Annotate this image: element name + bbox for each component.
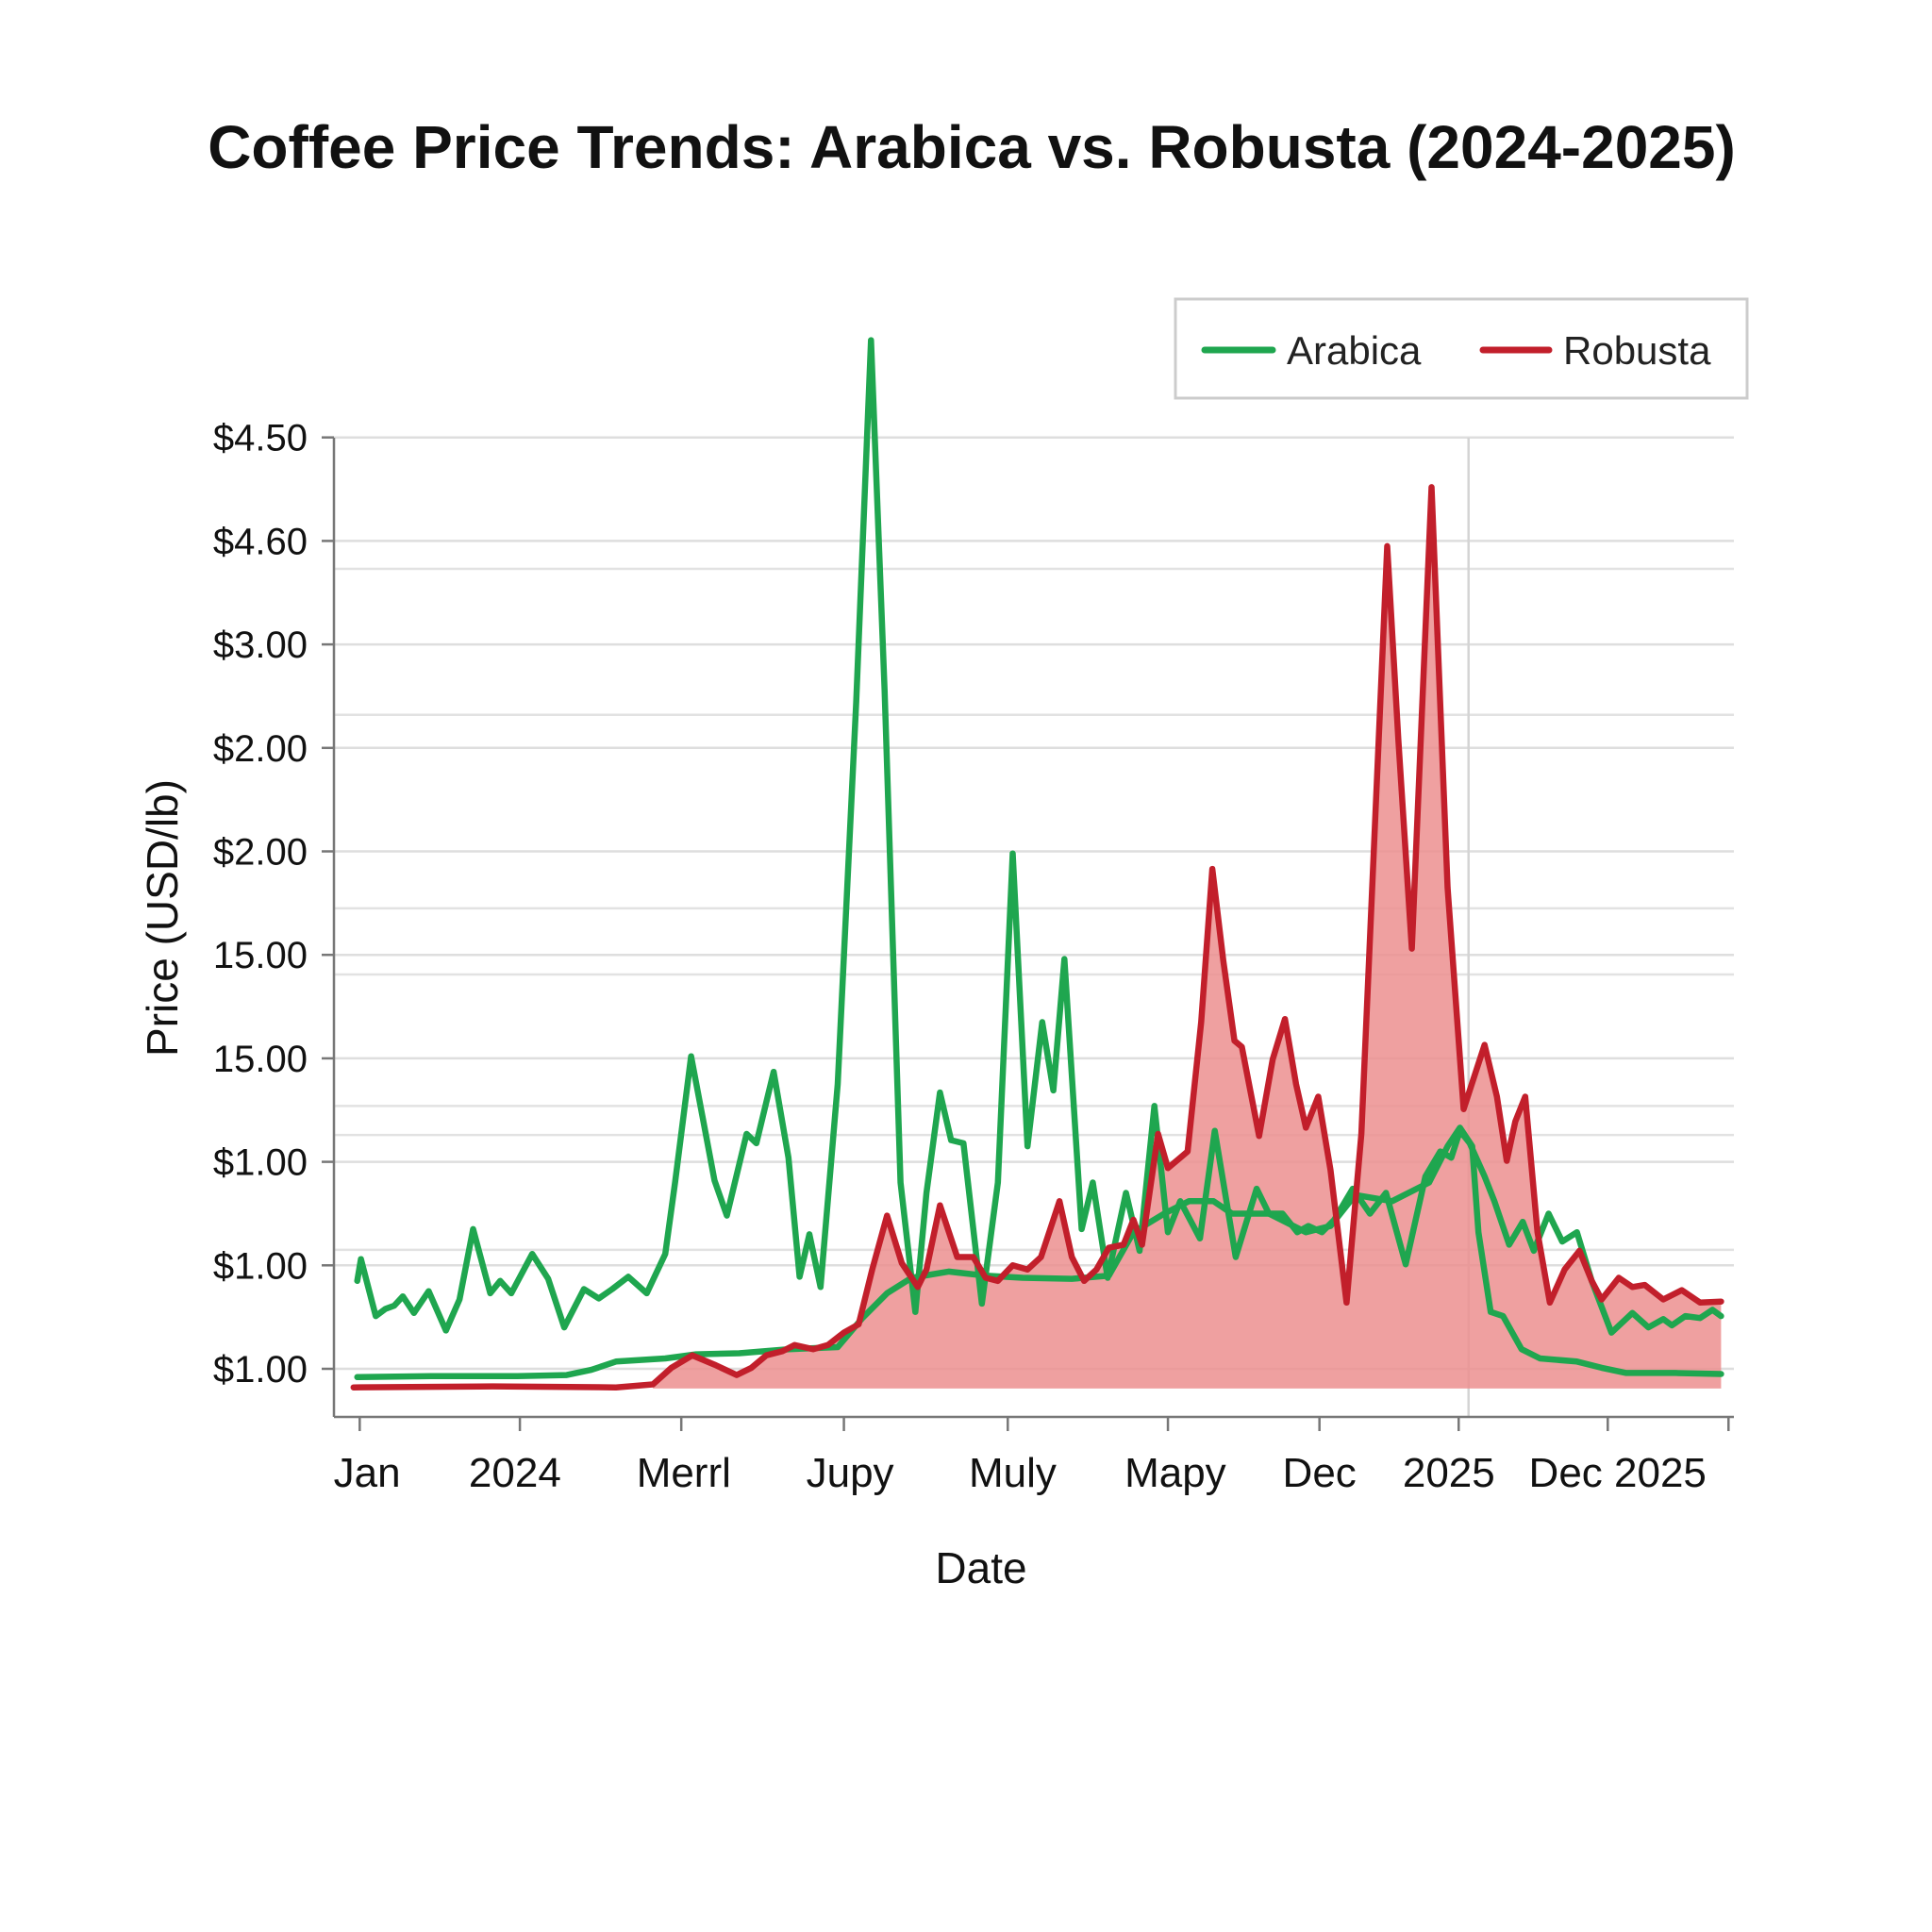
legend: Arabica Robusta	[1174, 297, 1749, 400]
y-tick-label: 15.00	[213, 935, 308, 976]
y-tick-label: $2.00	[213, 832, 308, 874]
y-tick-label: $2.00	[213, 728, 308, 770]
area-fill-robusta	[653, 487, 1722, 1389]
chart-title: Coffee Price Trends: Arabica vs. Robusta…	[208, 113, 1736, 181]
x-tick-label: Merrl	[637, 1450, 731, 1496]
y-ticks: $1.00 $1.00 $1.00 15.00 15.00 $2.00 $2.00 $3.00…	[213, 418, 334, 1391]
x-ticks: Jan 2024 Merrl Jupy Muly Mapy Dec 2025 Dec 2025	[334, 1417, 1730, 1496]
x-axis-label: Date	[935, 1543, 1026, 1592]
x-tick-label: Mapy	[1124, 1450, 1226, 1496]
y-tick-label: $4.60	[213, 521, 308, 562]
y-tick-label: $1.00	[213, 1245, 308, 1287]
axes	[332, 438, 1734, 1419]
y-axis-label: Price (USD/lb)	[138, 779, 187, 1057]
x-tick-label: Dec 2025	[1529, 1450, 1707, 1496]
series-lines	[350, 337, 1724, 1391]
x-tick-label: Jan	[334, 1450, 401, 1496]
series-line-arabica	[354, 337, 1724, 1336]
area-fills	[653, 487, 1722, 1389]
legend-label-arabica: Arabica	[1287, 328, 1422, 373]
x-tick-label: Jupy	[807, 1450, 894, 1496]
y-tick-label: 15.00	[213, 1039, 308, 1080]
y-tick-label: $1.00	[213, 1142, 308, 1184]
y-tick-label: $4.50	[213, 418, 308, 459]
y-tick-label: $1.00	[213, 1349, 308, 1391]
legend-label-robusta: Robusta	[1563, 328, 1711, 373]
x-tick-label: Dec	[1283, 1450, 1357, 1496]
y-tick-label: $3.00	[213, 625, 308, 666]
x-tick-label: 2024	[469, 1450, 561, 1496]
x-tick-label: 2025	[1403, 1450, 1495, 1496]
x-tick-label: Muly	[969, 1450, 1057, 1496]
series-line-robusta	[350, 484, 1724, 1391]
